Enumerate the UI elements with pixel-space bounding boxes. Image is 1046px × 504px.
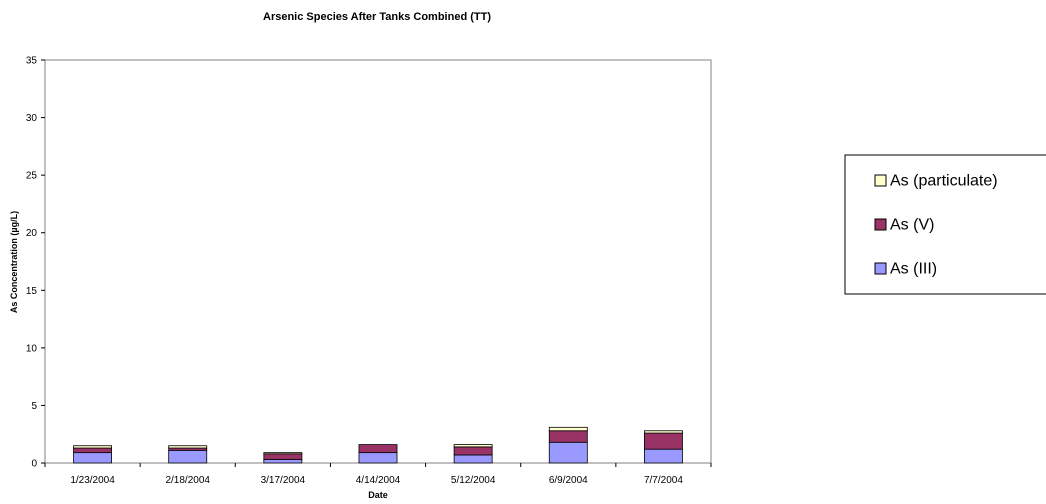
x-tick-label: 4/14/2004 — [356, 475, 401, 486]
bar-group — [73, 426, 683, 464]
legend: As (particulate) As (V) As (III) — [844, 154, 1046, 295]
y-tick-label: 25 — [26, 171, 38, 182]
x-tick-label: 5/12/2004 — [451, 475, 496, 486]
x-tick-label: 3/17/2004 — [261, 475, 306, 486]
bar-segment — [644, 430, 683, 434]
bar-segment — [548, 430, 588, 443]
bar-segment — [453, 446, 493, 456]
y-tick-label: 35 — [26, 56, 38, 67]
y-tick-label: 20 — [26, 228, 38, 239]
bar-segment — [263, 459, 303, 464]
legend-swatch — [874, 262, 887, 275]
bar-segment — [73, 447, 112, 454]
bar-segment — [358, 444, 398, 454]
y-tick-label: 0 — [31, 459, 37, 470]
y-axis-label: As Concentration (µg/L) — [9, 211, 19, 313]
bar-segment — [168, 445, 208, 449]
bar-segment — [358, 452, 398, 464]
bar-segment — [644, 432, 683, 450]
bar-segment — [263, 452, 303, 455]
y-tick-label: 15 — [26, 286, 38, 297]
x-tick-label: 2/18/2004 — [165, 475, 210, 486]
x-tick-label: 7/7/2004 — [644, 475, 683, 486]
legend-label: As (particulate) — [890, 173, 998, 190]
legend-label: As (V) — [890, 217, 934, 234]
x-axis: 1/23/2004 2/18/2004 3/17/2004 4/14/2004 5/12… — [44, 463, 712, 486]
x-tick-label: 1/23/2004 — [70, 475, 115, 486]
y-tick-label: 10 — [26, 343, 38, 354]
bar-segment — [73, 445, 112, 449]
bar-segment — [644, 448, 683, 464]
x-tick-label: 6/9/2004 — [549, 475, 588, 486]
y-tick-label: 30 — [26, 113, 38, 124]
legend-swatch — [874, 218, 887, 231]
bar-segment — [73, 452, 112, 464]
bar-segment — [168, 449, 208, 464]
bar-segment — [548, 426, 588, 432]
plot-area — [44, 59, 712, 464]
bar-segment — [263, 453, 303, 460]
legend-label: As (III) — [890, 261, 937, 278]
x-axis-label: Date — [368, 490, 388, 500]
y-axis: 0 5 10 15 20 25 30 35 — [26, 56, 45, 470]
bar-segment — [548, 441, 588, 464]
bar-segment — [453, 454, 493, 464]
y-tick-label: 5 — [31, 401, 37, 412]
chart-title: Arsenic Species After Tanks Combined (TT… — [263, 11, 491, 23]
bar-segment — [453, 444, 493, 448]
legend-swatch — [874, 174, 887, 187]
